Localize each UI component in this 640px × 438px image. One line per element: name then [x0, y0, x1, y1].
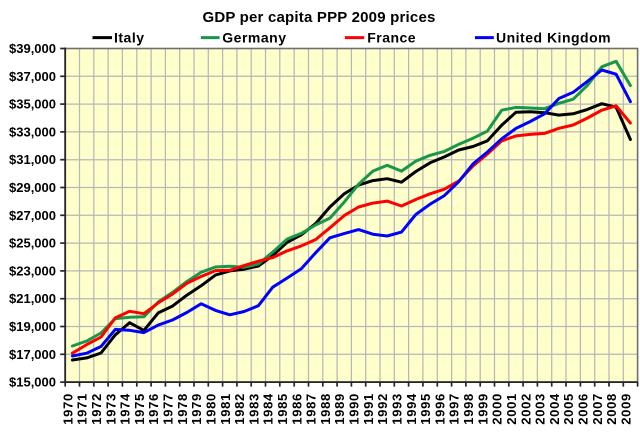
svg-text:1973: 1973: [103, 393, 118, 425]
svg-text:1977: 1977: [161, 393, 176, 425]
svg-text:1987: 1987: [304, 393, 319, 425]
svg-text:$29,000: $29,000: [9, 180, 56, 195]
svg-text:$17,000: $17,000: [9, 347, 56, 362]
svg-text:1997: 1997: [447, 393, 462, 425]
svg-text:$19,000: $19,000: [9, 319, 56, 334]
svg-text:1988: 1988: [318, 393, 333, 425]
svg-text:1992: 1992: [375, 393, 390, 425]
svg-text:Germany: Germany: [222, 29, 286, 45]
svg-text:$39,000: $39,000: [9, 41, 56, 56]
svg-text:$25,000: $25,000: [9, 236, 56, 251]
svg-text:$21,000: $21,000: [9, 291, 56, 306]
svg-text:$27,000: $27,000: [9, 208, 56, 223]
svg-text:2008: 2008: [604, 393, 619, 425]
svg-text:1991: 1991: [361, 393, 376, 425]
svg-text:2009: 2009: [618, 393, 633, 425]
svg-text:2005: 2005: [561, 393, 576, 425]
svg-text:$15,000: $15,000: [9, 375, 56, 390]
svg-text:United Kingdom: United Kingdom: [496, 29, 611, 45]
svg-text:1999: 1999: [475, 393, 490, 425]
svg-text:2006: 2006: [576, 393, 591, 425]
svg-text:1986: 1986: [289, 393, 304, 425]
svg-text:1972: 1972: [89, 393, 104, 425]
svg-text:1970: 1970: [60, 393, 75, 425]
svg-text:2004: 2004: [547, 393, 562, 425]
svg-text:1984: 1984: [261, 393, 276, 425]
svg-text:1990: 1990: [347, 393, 362, 425]
svg-text:2002: 2002: [518, 393, 533, 425]
svg-text:1996: 1996: [432, 393, 447, 425]
svg-text:1979: 1979: [189, 393, 204, 425]
svg-text:$23,000: $23,000: [9, 263, 56, 278]
svg-text:1998: 1998: [461, 393, 476, 425]
svg-text:1978: 1978: [175, 393, 190, 425]
svg-text:$37,000: $37,000: [9, 69, 56, 84]
svg-text:2000: 2000: [490, 393, 505, 425]
svg-text:GDP per capita PPP 2009 prices: GDP per capita PPP 2009 prices: [202, 9, 435, 26]
svg-text:1980: 1980: [204, 393, 219, 425]
svg-text:1982: 1982: [232, 393, 247, 425]
svg-text:$33,000: $33,000: [9, 124, 56, 139]
svg-text:France: France: [367, 29, 416, 45]
svg-text:1995: 1995: [418, 393, 433, 425]
svg-text:$31,000: $31,000: [9, 152, 56, 167]
svg-text:2003: 2003: [533, 393, 548, 425]
svg-text:1975: 1975: [132, 393, 147, 425]
svg-text:$35,000: $35,000: [9, 97, 56, 112]
svg-text:1974: 1974: [118, 393, 133, 425]
svg-text:2001: 2001: [504, 393, 519, 425]
svg-text:1971: 1971: [75, 393, 90, 425]
svg-text:1993: 1993: [390, 393, 405, 425]
svg-text:2007: 2007: [590, 393, 605, 425]
svg-text:1985: 1985: [275, 393, 290, 425]
svg-text:1976: 1976: [146, 393, 161, 425]
svg-text:1994: 1994: [404, 393, 419, 425]
svg-text:1983: 1983: [246, 393, 261, 425]
svg-text:1981: 1981: [218, 393, 233, 425]
svg-text:1989: 1989: [332, 393, 347, 425]
svg-text:Italy: Italy: [114, 29, 145, 45]
